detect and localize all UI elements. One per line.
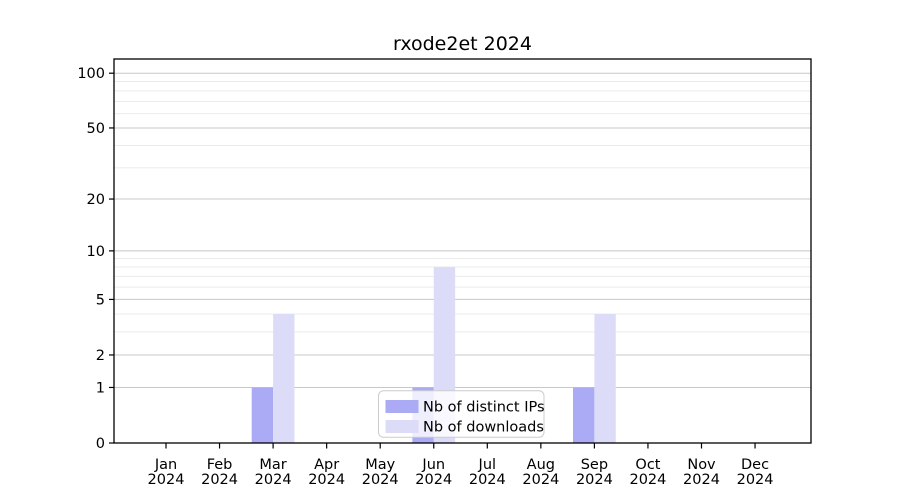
x-tick-label-year: 2024: [362, 472, 399, 488]
y-tick-label: 100: [77, 66, 105, 82]
bar-series1-month2: [273, 314, 295, 443]
y-tick-label: 2: [96, 348, 105, 364]
x-tick-label-month: May: [365, 457, 395, 473]
x-tick-label-month: Sep: [581, 457, 608, 473]
legend-label: Nb of distinct IPs: [423, 400, 545, 416]
legend-label: Nb of downloads: [423, 420, 544, 436]
chart-title: rxode2et 2024: [393, 33, 532, 55]
x-tick-label-month: Nov: [687, 457, 716, 473]
x-tick-label-month: Jul: [478, 457, 497, 473]
x-tick-label-year: 2024: [255, 472, 292, 488]
bar-series1-month8: [594, 314, 616, 443]
x-tick-label-month: Jun: [421, 457, 445, 473]
x-tick-label-month: Apr: [314, 457, 339, 473]
x-tick-label-month: Dec: [741, 457, 769, 473]
bar-series0-month2: [251, 387, 274, 443]
x-tick-label-year: 2024: [522, 472, 559, 488]
y-tick-label: 1: [96, 380, 105, 396]
x-tick-label-month: Mar: [259, 457, 286, 473]
x-tick-label-year: 2024: [148, 472, 185, 488]
x-tick-label-month: Aug: [527, 457, 555, 473]
x-tick-label-year: 2024: [201, 472, 238, 488]
x-tick-label-year: 2024: [308, 472, 345, 488]
x-tick-label-year: 2024: [469, 472, 506, 488]
legend-box: [378, 390, 545, 438]
x-tick-label-year: 2024: [683, 472, 720, 488]
x-tick-label-month: Jan: [154, 457, 177, 473]
x-tick-label-year: 2024: [415, 472, 452, 488]
y-tick-label: 10: [87, 244, 105, 260]
x-tick-label-year: 2024: [737, 472, 774, 488]
y-tick-label: 20: [87, 192, 105, 208]
x-tick-label-year: 2024: [629, 472, 666, 488]
x-tick-label-month: Oct: [635, 457, 660, 473]
y-tick-label: 50: [87, 121, 105, 137]
y-tick-label: 5: [96, 292, 105, 308]
legend-swatch: [385, 420, 419, 433]
legend-swatch: [385, 400, 419, 413]
y-tick-label: 0: [96, 436, 105, 452]
x-tick-label-month: Feb: [207, 457, 233, 473]
bar-series0-month8: [573, 387, 595, 443]
x-tick-label-year: 2024: [576, 472, 613, 488]
